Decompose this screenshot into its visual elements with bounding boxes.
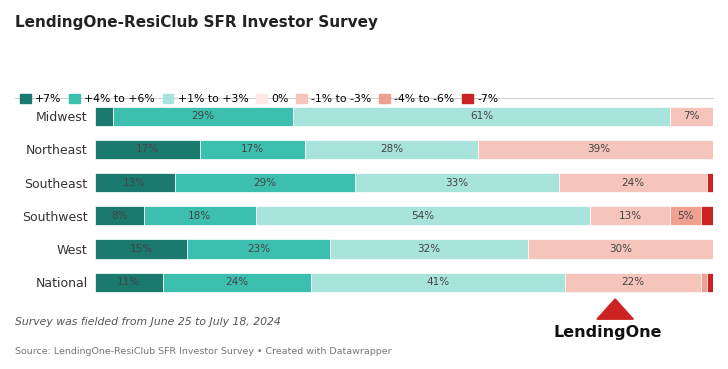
Text: 32%: 32%: [417, 244, 440, 254]
Text: LendingOne-ResiClub SFR Investor Survey: LendingOne-ResiClub SFR Investor Survey: [15, 15, 378, 30]
Text: 39%: 39%: [587, 144, 611, 155]
Text: 13%: 13%: [618, 211, 641, 221]
Text: 24%: 24%: [622, 177, 644, 188]
Bar: [144, 206, 256, 225]
Text: 54%: 54%: [411, 211, 434, 221]
Bar: [95, 173, 175, 192]
Text: Source: LendingOne-ResiClub SFR Investor Survey • Created with Datawrapper: Source: LendingOne-ResiClub SFR Investor…: [15, 347, 391, 356]
Text: 5%: 5%: [677, 211, 694, 221]
Bar: [312, 273, 565, 292]
Bar: [114, 107, 293, 126]
Text: 41%: 41%: [427, 277, 450, 287]
Bar: [95, 107, 114, 126]
Bar: [95, 273, 163, 292]
Bar: [330, 239, 528, 259]
Bar: [559, 173, 708, 192]
Bar: [708, 273, 713, 292]
Text: 28%: 28%: [380, 144, 403, 155]
Bar: [305, 140, 478, 159]
Text: 11%: 11%: [117, 277, 141, 287]
Text: 15%: 15%: [130, 244, 153, 254]
Text: 17%: 17%: [135, 144, 159, 155]
Bar: [478, 140, 719, 159]
Text: Survey was fielded from June 25 to July 18, 2024: Survey was fielded from June 25 to July …: [15, 317, 280, 327]
Bar: [175, 173, 355, 192]
Text: 18%: 18%: [189, 211, 211, 221]
Text: 29%: 29%: [191, 111, 215, 121]
Text: 33%: 33%: [445, 177, 468, 188]
Bar: [565, 273, 701, 292]
Text: 23%: 23%: [247, 244, 270, 254]
Bar: [701, 206, 713, 225]
Bar: [708, 173, 713, 192]
Bar: [701, 273, 708, 292]
Bar: [355, 173, 559, 192]
Legend: +7%, +4% to +6%, +1% to +3%, 0%, -1% to -3%, -4% to -6%, -7%: +7%, +4% to +6%, +1% to +3%, 0%, -1% to …: [20, 94, 499, 104]
Bar: [528, 239, 713, 259]
Bar: [95, 140, 199, 159]
Bar: [199, 140, 305, 159]
Text: 61%: 61%: [470, 111, 493, 121]
Text: 22%: 22%: [622, 277, 644, 287]
Bar: [670, 107, 713, 126]
Text: 13%: 13%: [123, 177, 146, 188]
Bar: [256, 206, 590, 225]
Text: 8%: 8%: [111, 211, 127, 221]
Text: 24%: 24%: [226, 277, 248, 287]
Text: LendingOne: LendingOne: [553, 325, 662, 340]
Bar: [95, 239, 188, 259]
Bar: [590, 206, 670, 225]
Text: 30%: 30%: [609, 244, 632, 254]
Bar: [293, 107, 670, 126]
Bar: [188, 239, 330, 259]
Bar: [95, 206, 144, 225]
Bar: [163, 273, 312, 292]
Bar: [670, 206, 701, 225]
Text: 29%: 29%: [253, 177, 277, 188]
Text: 7%: 7%: [684, 111, 700, 121]
Text: 17%: 17%: [241, 144, 264, 155]
